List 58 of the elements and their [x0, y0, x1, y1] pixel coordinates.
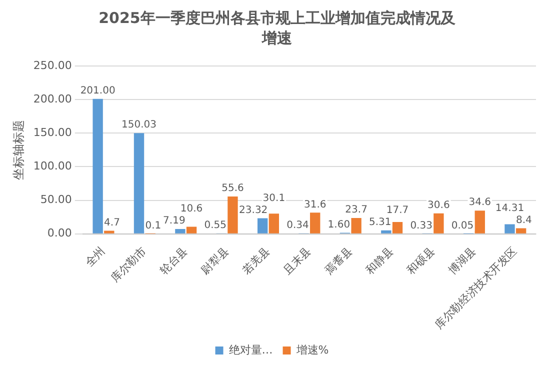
x-tick-label: 和硕县	[404, 244, 438, 278]
bar	[310, 212, 320, 234]
bar	[175, 229, 186, 234]
x-tick-label: 若羌县	[240, 244, 272, 278]
bar	[504, 224, 515, 234]
data-label: 0.1	[145, 220, 162, 232]
data-label: 1.60	[328, 219, 350, 230]
x-tick-label: 和静县	[363, 244, 396, 278]
data-label: 5.31	[368, 216, 392, 228]
x-tick-label: 全州	[82, 244, 108, 270]
bar	[392, 222, 403, 234]
y-tick-label: 250.00	[33, 58, 72, 72]
legend-label: 增速%	[295, 343, 329, 356]
data-label: 30.6	[428, 200, 450, 211]
bar	[381, 230, 392, 234]
bar	[268, 214, 280, 234]
y-tick-label: 150.00	[33, 126, 72, 140]
data-label: 30.1	[262, 192, 286, 204]
y-tick-label: 100.00	[33, 160, 72, 173]
x-tick-label: 焉耆县	[322, 244, 355, 278]
x-tick-label: 尉犁县	[198, 244, 232, 278]
bar	[516, 228, 526, 234]
chart-title: 2025年一季度巴州各县市规上工业增加值完成情况及增速	[98, 8, 456, 48]
bar	[134, 133, 144, 234]
bar	[104, 230, 114, 234]
y-tick-label: 0.00	[47, 226, 72, 240]
bar	[434, 213, 444, 234]
bar	[92, 98, 103, 234]
bar	[257, 218, 268, 234]
data-label: 8.4	[516, 214, 532, 226]
legend-label: 绝对量…	[228, 343, 273, 356]
x-tick-label: 轮台县	[157, 244, 190, 278]
data-label: 34.6	[468, 197, 492, 208]
bar	[351, 218, 362, 234]
data-label: 201.00	[80, 86, 116, 96]
data-label: 23.32	[239, 204, 268, 216]
x-tick-label: 博湖县	[446, 244, 478, 278]
data-label: 31.6	[304, 199, 326, 210]
x-tick-label: 库尔勒市	[108, 244, 149, 285]
data-label: 17.7	[386, 204, 409, 216]
data-label: 0.34	[286, 220, 309, 232]
data-label: 55.6	[222, 183, 244, 194]
data-label: 7.19	[163, 216, 186, 227]
y-tick-label: 50.00	[40, 193, 72, 206]
x-tick-label: 且末县	[281, 244, 314, 278]
data-label: 0.55	[204, 220, 226, 232]
y-tick-label: 200.00	[33, 92, 72, 106]
data-label: 150.03	[122, 120, 157, 131]
bar	[228, 196, 238, 234]
bar	[474, 210, 485, 234]
data-label: 0.33	[410, 220, 432, 232]
bar	[186, 226, 197, 234]
data-label: 0.05	[451, 220, 474, 232]
data-label: 4.7	[104, 217, 120, 228]
data-label: 10.6	[180, 204, 203, 215]
y-axis-title: 坐标轴标题	[11, 120, 26, 180]
data-label: 14.31	[495, 202, 524, 214]
data-label: 23.7	[345, 204, 368, 216]
